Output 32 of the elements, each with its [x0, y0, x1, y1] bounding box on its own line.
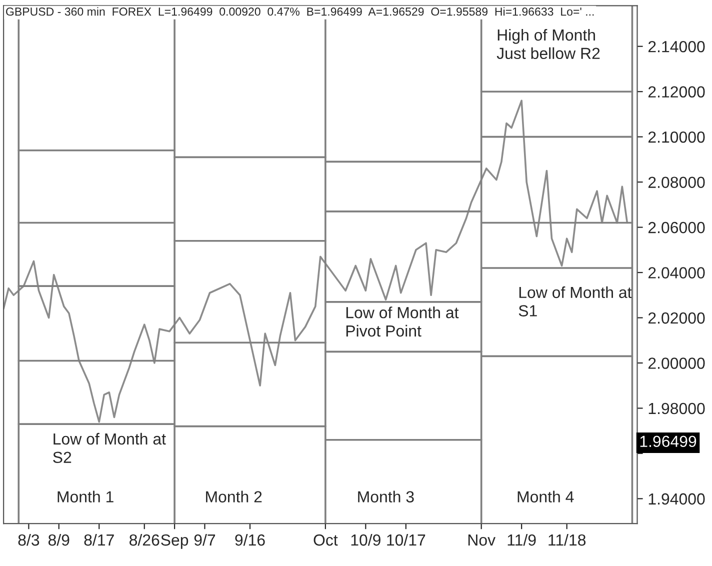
- x-tick-label: Oct: [314, 534, 338, 546]
- annotation: Month 1: [58, 490, 114, 502]
- x-tick-label: 9/16: [235, 534, 265, 546]
- y-tick-label: 2.04000: [648, 267, 705, 278]
- y-tick-label: 1.94000: [648, 493, 705, 505]
- y-tick-label: 2.14000: [648, 41, 705, 52]
- chart-title: GBPUSD - 360 min FOREX L=1.96499 0.00920 0.47% B=1.96499 A=1.96529 O=1.95589 Hi=1.96633 Lo=' ...: [6, 7, 594, 16]
- x-tick-label: Nov: [468, 534, 496, 546]
- x-tick-label: 9/7: [194, 534, 216, 546]
- annotation: High of Month Just bellow R2: [496, 28, 600, 60]
- y-tick-label: 2.10000: [648, 131, 705, 143]
- y-tick-label: 2.08000: [648, 176, 705, 188]
- x-tick-label: 11/18: [548, 534, 586, 546]
- x-tick-label: 8/9: [48, 534, 70, 546]
- x-tick-label: 11/9: [508, 534, 536, 546]
- annotation: Month 3: [358, 490, 414, 502]
- x-tick-label: 8/26: [130, 534, 160, 546]
- x-tick-label: 10/9: [351, 534, 380, 546]
- annotation: Low of Month at S2: [53, 432, 166, 464]
- y-tick-label: 2.02000: [648, 312, 705, 324]
- annotation: Month 2: [206, 490, 262, 502]
- y-tick-label: 1.98000: [648, 402, 705, 414]
- annotation: Month 4: [518, 490, 574, 502]
- y-tick-label: 2.12000: [648, 86, 705, 98]
- text: 1.96499: [640, 436, 696, 448]
- x-tick-label: 8/17: [84, 534, 114, 546]
- annotation: Low of Month at Pivot Point: [346, 306, 459, 337]
- x-tick-label: 10/17: [387, 534, 426, 546]
- x-tick-label: 8/3: [18, 534, 40, 546]
- y-tick-label: 2.00000: [648, 358, 705, 369]
- y-tick-label: 2.06000: [648, 222, 705, 234]
- x-tick-label: Sep: [161, 534, 188, 549]
